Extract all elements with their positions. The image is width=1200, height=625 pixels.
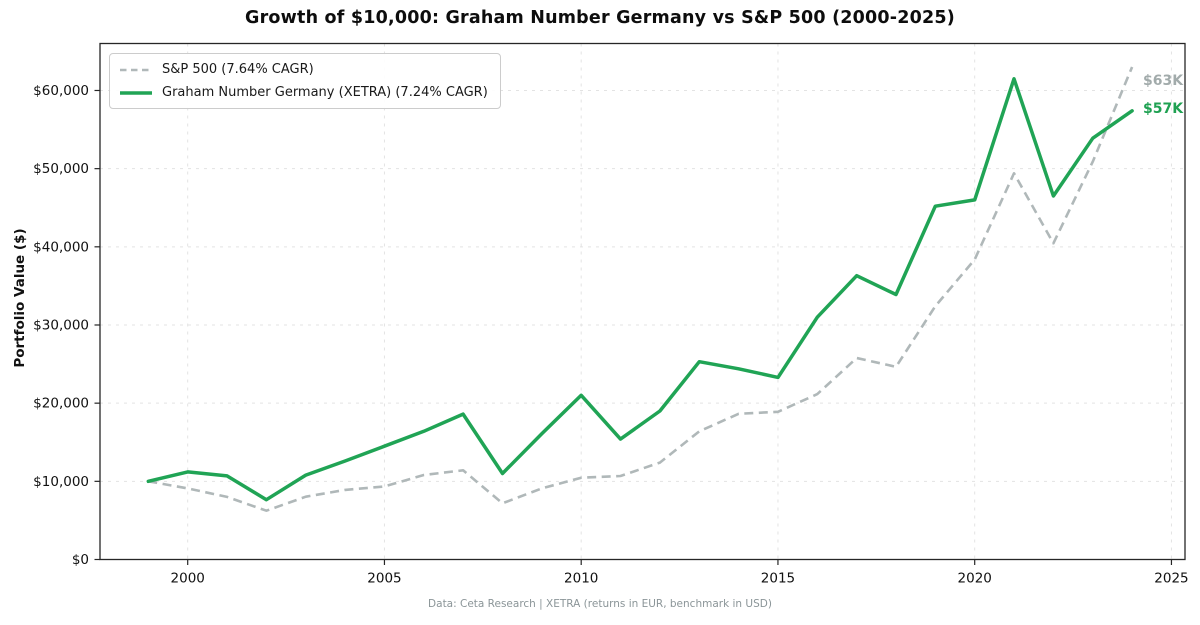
y-tick-label: $0 <box>72 552 89 568</box>
legend-item-sp500: S&P 500 (7.64% CAGR) <box>119 61 488 78</box>
legend: S&P 500 (7.64% CAGR) Graham Number Germa… <box>109 53 501 109</box>
y-tick-label: $50,000 <box>33 161 89 177</box>
x-tick-label: 2015 <box>761 571 795 587</box>
graham-line <box>146 77 1134 502</box>
dashed-line-sample-icon <box>120 68 152 71</box>
legend-item-graham: Graham Number Germany (XETRA) (7.24% CAG… <box>119 84 488 101</box>
end-label-sp500: $63K <box>1143 73 1184 89</box>
y-tick-label: $30,000 <box>33 317 89 333</box>
y-tick-label: $10,000 <box>33 474 89 490</box>
plot-border <box>99 42 1186 561</box>
x-tick-label: 2020 <box>958 571 992 587</box>
x-tick-label: 2025 <box>1154 571 1188 587</box>
solid-line-sample-icon <box>120 90 152 95</box>
x-tick-label: 2010 <box>564 571 598 587</box>
chart-title: Growth of $10,000: Graham Number Germany… <box>245 8 955 28</box>
footer-note: Data: Ceta Research | XETRA (returns in … <box>428 598 772 610</box>
y-tick-label: $60,000 <box>33 83 89 99</box>
end-label-graham: $57K <box>1143 101 1184 117</box>
y-tick-label: $20,000 <box>33 396 89 412</box>
legend-label-graham: Graham Number Germany (XETRA) (7.24% CAG… <box>162 85 488 100</box>
y-tick-label: $40,000 <box>33 239 89 255</box>
x-tick-label: 2005 <box>367 571 401 587</box>
sp500-line <box>148 66 1134 513</box>
legend-label-sp500: S&P 500 (7.64% CAGR) <box>162 62 314 77</box>
x-tick-label: 2000 <box>171 571 205 587</box>
y-axis-label: Portfolio Value ($) <box>12 228 28 368</box>
